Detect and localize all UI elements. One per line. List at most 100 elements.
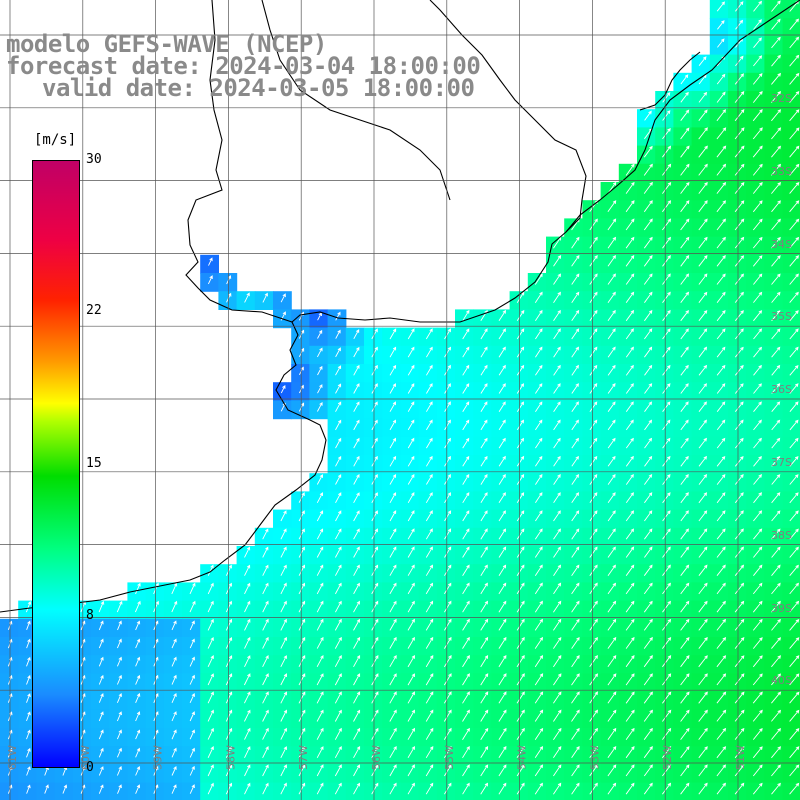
wind-arrow	[426, 364, 433, 376]
wind-arrow	[698, 691, 708, 704]
wind-arrow	[207, 275, 213, 285]
wind-speed-cell	[746, 109, 765, 128]
wind-speed-cell	[728, 527, 747, 547]
wind-arrow	[716, 383, 726, 394]
lat-label: 39S	[771, 602, 792, 615]
wind-arrow	[625, 218, 635, 231]
wind-arrow	[462, 546, 470, 558]
wind-speed-cell	[764, 564, 784, 583]
wind-arrow	[698, 145, 708, 158]
wind-arrow	[116, 600, 123, 613]
wind-arrow	[698, 163, 708, 176]
wind-arrow	[317, 384, 323, 394]
wind-arrow	[407, 473, 415, 485]
wind-arrow	[644, 110, 652, 121]
wind-arrow	[353, 618, 360, 631]
wind-arrow	[389, 709, 397, 722]
wind-arrow	[571, 727, 580, 740]
wind-arrow	[444, 328, 451, 340]
wind-arrow	[316, 600, 324, 613]
wind-arrow	[734, 109, 745, 122]
wind-arrow	[462, 673, 470, 686]
wind-arrow	[480, 419, 488, 431]
wind-arrow	[98, 638, 104, 649]
wind-arrow	[625, 236, 635, 249]
wind-arrow	[225, 691, 233, 704]
wind-arrow	[607, 346, 616, 358]
wind-arrow	[534, 273, 543, 285]
wind-speed-cell	[691, 655, 711, 674]
wind-arrow	[716, 546, 726, 558]
wind-arrow	[698, 528, 708, 540]
wind-arrow	[425, 764, 434, 777]
wind-arrow	[752, 255, 763, 267]
wind-arrow	[571, 782, 580, 795]
wind-arrow	[353, 691, 361, 704]
wind-arrow	[389, 582, 397, 595]
wind-arrow	[607, 564, 616, 576]
wind-arrow	[734, 218, 745, 231]
wind-arrow	[589, 273, 598, 285]
wind-arrow	[389, 492, 397, 504]
wind-arrow	[625, 600, 635, 613]
wind-arrow	[716, 727, 727, 740]
wind-arrow	[262, 546, 269, 558]
wind-arrow	[789, 310, 799, 322]
wind-arrow	[662, 764, 672, 777]
wind-arrow	[789, 36, 800, 49]
wind-arrow	[789, 236, 800, 249]
wind-speed-cell	[655, 455, 674, 474]
wind-arrow	[298, 582, 306, 595]
wind-arrow	[644, 419, 653, 431]
wind-arrow	[516, 328, 525, 340]
wind-arrow	[498, 582, 507, 595]
wind-arrow	[316, 782, 324, 795]
wind-arrow	[462, 600, 470, 613]
wind-arrow	[207, 673, 214, 686]
wind-arrow	[771, 437, 781, 449]
wind-arrow	[771, 310, 781, 322]
wind-arrow	[334, 691, 342, 704]
wind-arrow	[771, 18, 781, 30]
wind-arrow	[789, 564, 799, 576]
wind-arrow	[407, 618, 415, 631]
wind-arrow	[625, 510, 635, 522]
wind-arrow	[643, 673, 653, 686]
wind-arrow	[117, 784, 122, 794]
lon-label: 53W	[588, 745, 601, 770]
wind-arrow	[371, 654, 379, 668]
wind-speed-cell	[691, 54, 711, 74]
wind-arrow	[407, 364, 415, 376]
map-title-forecast-date: forecast date: 2024-03-04 18:00:00	[6, 52, 481, 80]
wind-arrow	[516, 764, 525, 777]
wind-speed-cell	[637, 655, 656, 674]
wind-arrow	[335, 365, 342, 376]
wind-arrow	[553, 636, 562, 649]
wind-arrow	[116, 729, 122, 740]
wind-arrow	[335, 455, 342, 467]
wind-arrow	[316, 691, 324, 704]
wind-arrow	[716, 746, 727, 759]
wind-arrow	[98, 729, 104, 740]
wind-arrow	[553, 474, 561, 485]
wind-arrow	[571, 746, 580, 759]
wind-speed-cell	[509, 364, 529, 383]
wind-arrow	[752, 72, 763, 85]
wind-arrow	[734, 691, 745, 704]
wind-arrow	[589, 328, 598, 340]
wind-arrow	[116, 638, 122, 649]
wind-arrow	[462, 383, 470, 394]
wind-arrow	[498, 709, 507, 722]
wind-arrow	[207, 782, 214, 795]
wind-arrow	[571, 474, 580, 485]
wind-arrow	[735, 19, 744, 30]
wind-speed-cell	[236, 546, 256, 565]
wind-arrow	[534, 655, 544, 668]
wind-arrow	[116, 747, 122, 758]
wind-arrow	[498, 401, 506, 412]
wind-arrow	[771, 72, 782, 85]
wind-arrow	[589, 291, 598, 303]
wind-arrow	[553, 273, 562, 285]
wind-arrow	[571, 582, 580, 595]
wind-arrow	[480, 455, 488, 467]
